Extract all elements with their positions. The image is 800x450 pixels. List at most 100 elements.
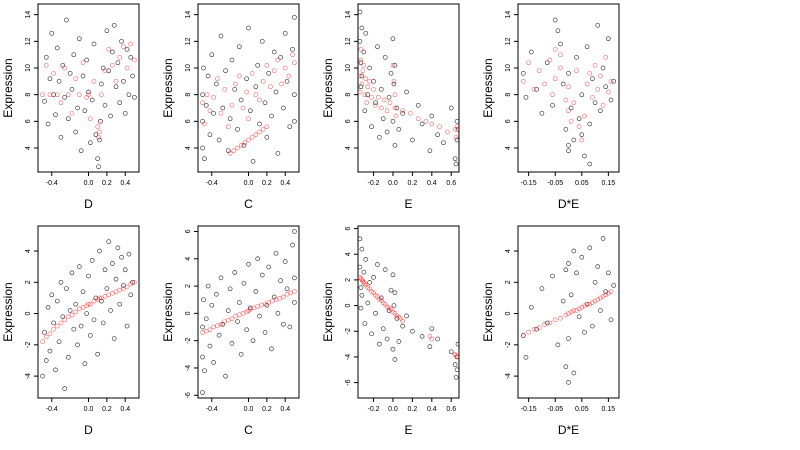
observed-point (53, 112, 58, 118)
observed-point (391, 81, 397, 87)
observed-point (110, 49, 115, 55)
fitted-point (268, 84, 273, 90)
observed-point (415, 102, 421, 108)
fitted-point (566, 108, 571, 114)
observed-point (455, 341, 459, 347)
fitted-point (547, 57, 553, 63)
fitted-point (80, 60, 86, 66)
observed-point (552, 17, 558, 23)
observed-point (358, 264, 363, 270)
x-tick-label: 0.0 (84, 180, 94, 187)
fitted-point (86, 92, 91, 98)
fitted-point (87, 301, 93, 307)
fitted-point (365, 84, 371, 90)
observed-point (86, 273, 91, 279)
fitted-point (96, 134, 101, 140)
observed-point (523, 94, 529, 100)
y-tick-label: 12 (25, 37, 32, 45)
observed-point (579, 92, 585, 98)
fitted-point (275, 57, 281, 63)
x-axis-title: D (84, 197, 93, 211)
observed-point (365, 300, 371, 306)
fitted-point (253, 92, 259, 98)
fitted-point (54, 92, 60, 98)
observed-point (410, 328, 415, 334)
observed-point (292, 275, 297, 281)
observed-point (113, 276, 119, 282)
observed-point (380, 116, 386, 122)
fitted-point (563, 97, 569, 103)
fitted-point (227, 150, 233, 156)
observed-point (207, 343, 213, 349)
observed-point (259, 272, 265, 278)
fitted-point (69, 110, 75, 116)
observed-point (115, 245, 121, 251)
observed-point (375, 262, 380, 267)
observed-point (117, 301, 123, 307)
observed-point (448, 105, 454, 111)
observed-point (247, 108, 253, 114)
observed-point (235, 126, 240, 132)
observed-point (598, 308, 603, 313)
observed-point (278, 54, 283, 60)
x-tick-label: 0.05 (575, 406, 589, 413)
x-tick-label: 0.0 (84, 406, 94, 413)
plot-frame (517, 225, 620, 399)
observed-point (56, 339, 62, 345)
observed-point (390, 346, 396, 352)
fitted-point (69, 312, 75, 318)
observed-point (571, 137, 577, 143)
observed-point (121, 78, 126, 84)
observed-point (122, 110, 128, 116)
fitted-point (592, 298, 598, 304)
observed-point (560, 298, 566, 304)
observed-point (358, 236, 363, 242)
fitted-point (598, 73, 603, 79)
observed-point (87, 333, 93, 338)
observed-point (560, 81, 566, 87)
fitted-point (576, 124, 582, 130)
observed-point (232, 270, 238, 275)
fitted-point (238, 142, 244, 148)
fitted-point (260, 126, 266, 132)
observed-point (611, 283, 617, 288)
observed-point (435, 336, 440, 342)
observed-point (453, 375, 459, 380)
observed-point (404, 313, 409, 319)
observed-point (595, 22, 601, 28)
observed-point (290, 242, 295, 248)
observed-point (132, 94, 137, 100)
observed-point (100, 320, 106, 326)
observed-point (555, 342, 561, 348)
fitted-point (364, 100, 370, 106)
observed-point (566, 380, 571, 385)
observed-point (108, 113, 113, 119)
observed-point (427, 148, 433, 154)
fitted-point (600, 294, 606, 299)
observed-point (373, 100, 378, 106)
observed-point (126, 251, 132, 257)
x-tick-label: 0.15 (602, 406, 616, 413)
y-tick-label: 4 (345, 252, 352, 256)
x-tick-label: -0.05 (547, 406, 563, 413)
observed-point (111, 336, 117, 341)
observed-point (544, 320, 550, 326)
x-tick-label: 0.0 (244, 180, 254, 187)
fitted-point (214, 76, 220, 82)
observed-point (362, 108, 368, 114)
x-axis-title: C (244, 197, 253, 211)
fitted-point (246, 137, 251, 143)
x-tick-label: 0.4 (280, 406, 290, 413)
observed-point (80, 73, 86, 79)
fitted-point (526, 60, 531, 66)
fitted-point (62, 65, 67, 71)
fitted-point (47, 331, 53, 337)
observed-point (611, 78, 617, 84)
fitted-point (608, 78, 614, 84)
observed-point (284, 78, 290, 84)
fitted-point (558, 65, 563, 71)
y-tick-label: -4 (345, 354, 352, 360)
observed-point (98, 81, 104, 87)
observed-point (246, 25, 251, 31)
points-layer (40, 17, 137, 170)
